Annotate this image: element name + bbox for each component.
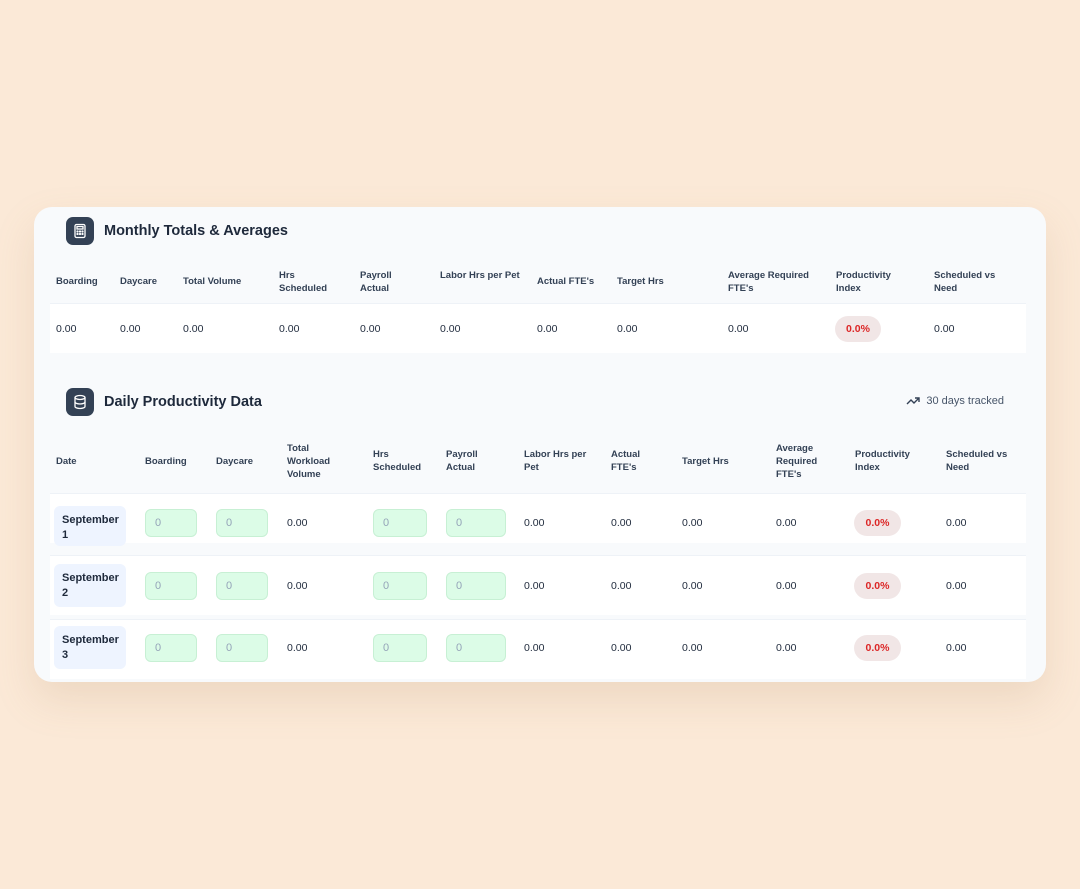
monthly-header-payroll-actual: Payroll Actual	[360, 270, 392, 294]
daily-header-target-hrs: Target Hrs	[682, 456, 729, 467]
monthly-header-scheduled-vs-need: Scheduled vs Need	[934, 270, 996, 294]
monthly-value-total-volume: 0.00	[183, 323, 204, 335]
total-workload-value: 0.00	[287, 517, 308, 529]
daycare-input[interactable]: 0	[216, 634, 268, 662]
monthly-title: Monthly Totals & Averages	[104, 223, 288, 239]
daycare-input[interactable]: 0	[216, 572, 268, 600]
days-tracked-label: 30 days tracked	[926, 395, 1004, 407]
daily-header-labor-hrs: Labor Hrs per Pet	[524, 449, 587, 473]
avg-fte-value: 0.00	[776, 517, 797, 529]
hrs-scheduled-input[interactable]: 0	[373, 509, 427, 537]
scheduled-vs-need-value: 0.00	[946, 642, 967, 654]
monthly-header-hrs-scheduled: Hrs Scheduled	[279, 270, 328, 294]
daily-header-daycare: Daycare	[216, 456, 253, 467]
hrs-scheduled-input[interactable]: 0	[373, 634, 427, 662]
target-hrs-value: 0.00	[682, 517, 703, 529]
daily-header-actual-fte: Actual FTE's	[611, 449, 641, 473]
daily-header-boarding: Boarding	[145, 456, 187, 467]
total-workload-value: 0.00	[287, 642, 308, 654]
monthly-value-hrs-scheduled: 0.00	[279, 323, 300, 335]
daily-header-total-workload: Total Workload Volume	[287, 443, 331, 480]
daily-header-avg-fte: Average Required FTE's	[776, 443, 818, 480]
daily-header-productivity-index: Productivity Index	[855, 449, 910, 473]
daycare-input[interactable]: 0	[216, 509, 268, 537]
payroll-actual-input[interactable]: 0	[446, 572, 506, 600]
daily-header-payroll-actual: Payroll Actual	[446, 449, 478, 473]
monthly-value-actual-fte: 0.00	[537, 323, 558, 335]
daily-title: Daily Productivity Data	[104, 394, 262, 410]
payroll-actual-input[interactable]: 0	[446, 634, 506, 662]
productivity-index-badge: 0.0%	[854, 573, 901, 599]
monthly-header-target-hrs: Target Hrs	[617, 276, 664, 287]
divider	[50, 303, 1026, 304]
monthly-value-daycare: 0.00	[120, 323, 141, 335]
scheduled-vs-need-value: 0.00	[946, 580, 967, 592]
monthly-header-daycare: Daycare	[120, 276, 157, 287]
divider	[50, 619, 1026, 620]
boarding-input[interactable]: 0	[145, 572, 197, 600]
database-icon	[66, 388, 94, 416]
monthly-header-productivity-index: Productivity Index	[836, 270, 891, 294]
monthly-value-target-hrs: 0.00	[617, 323, 638, 335]
monthly-value-avg-fte: 0.00	[728, 323, 749, 335]
days-tracked-indicator: 30 days tracked	[906, 395, 1004, 407]
date-cell: September 2	[54, 564, 126, 607]
daily-section-header: Daily Productivity Data	[66, 388, 262, 416]
actual-fte-value: 0.00	[611, 580, 632, 592]
monthly-header-boarding: Boarding	[56, 276, 98, 287]
calculator-icon	[66, 217, 94, 245]
divider	[50, 493, 1026, 494]
hrs-scheduled-input[interactable]: 0	[373, 572, 427, 600]
labor-hrs-value: 0.00	[524, 580, 545, 592]
target-hrs-value: 0.00	[682, 580, 703, 592]
monthly-header-total-volume: Total Volume	[183, 276, 242, 287]
productivity-index-badge: 0.0%	[854, 510, 901, 536]
labor-hrs-value: 0.00	[524, 642, 545, 654]
payroll-actual-input[interactable]: 0	[446, 509, 506, 537]
avg-fte-value: 0.00	[776, 580, 797, 592]
target-hrs-value: 0.00	[682, 642, 703, 654]
boarding-input[interactable]: 0	[145, 634, 197, 662]
actual-fte-value: 0.00	[611, 517, 632, 529]
daily-header-hrs-scheduled: Hrs Scheduled	[373, 449, 422, 473]
divider	[50, 555, 1026, 556]
monthly-value-labor-hrs: 0.00	[440, 323, 461, 335]
date-cell: September 3	[54, 626, 126, 669]
actual-fte-value: 0.00	[611, 642, 632, 654]
scheduled-vs-need-value: 0.00	[946, 517, 967, 529]
boarding-input[interactable]: 0	[145, 509, 197, 537]
monthly-value-scheduled-vs-need: 0.00	[934, 323, 955, 335]
monthly-section-header: Monthly Totals & Averages	[66, 217, 288, 245]
monthly-productivity-index-badge: 0.0%	[835, 316, 881, 342]
labor-hrs-value: 0.00	[524, 517, 545, 529]
monthly-header-avg-fte: Average Required FTE's	[728, 270, 809, 294]
monthly-header-actual-fte: Actual FTE's	[537, 276, 595, 287]
daily-header-scheduled-vs-need: Scheduled vs Need	[946, 449, 1008, 473]
monthly-value-payroll-actual: 0.00	[360, 323, 381, 335]
daily-header-date: Date	[56, 456, 77, 467]
monthly-value-boarding: 0.00	[56, 323, 77, 335]
productivity-card: Monthly Totals & Averages Boarding Dayca…	[34, 207, 1046, 682]
productivity-index-badge: 0.0%	[854, 635, 901, 661]
trending-up-icon	[906, 397, 921, 405]
date-cell: September 1	[54, 506, 126, 546]
monthly-header-labor-hrs: Labor Hrs per Pet	[440, 270, 520, 281]
avg-fte-value: 0.00	[776, 642, 797, 654]
total-workload-value: 0.00	[287, 580, 308, 592]
